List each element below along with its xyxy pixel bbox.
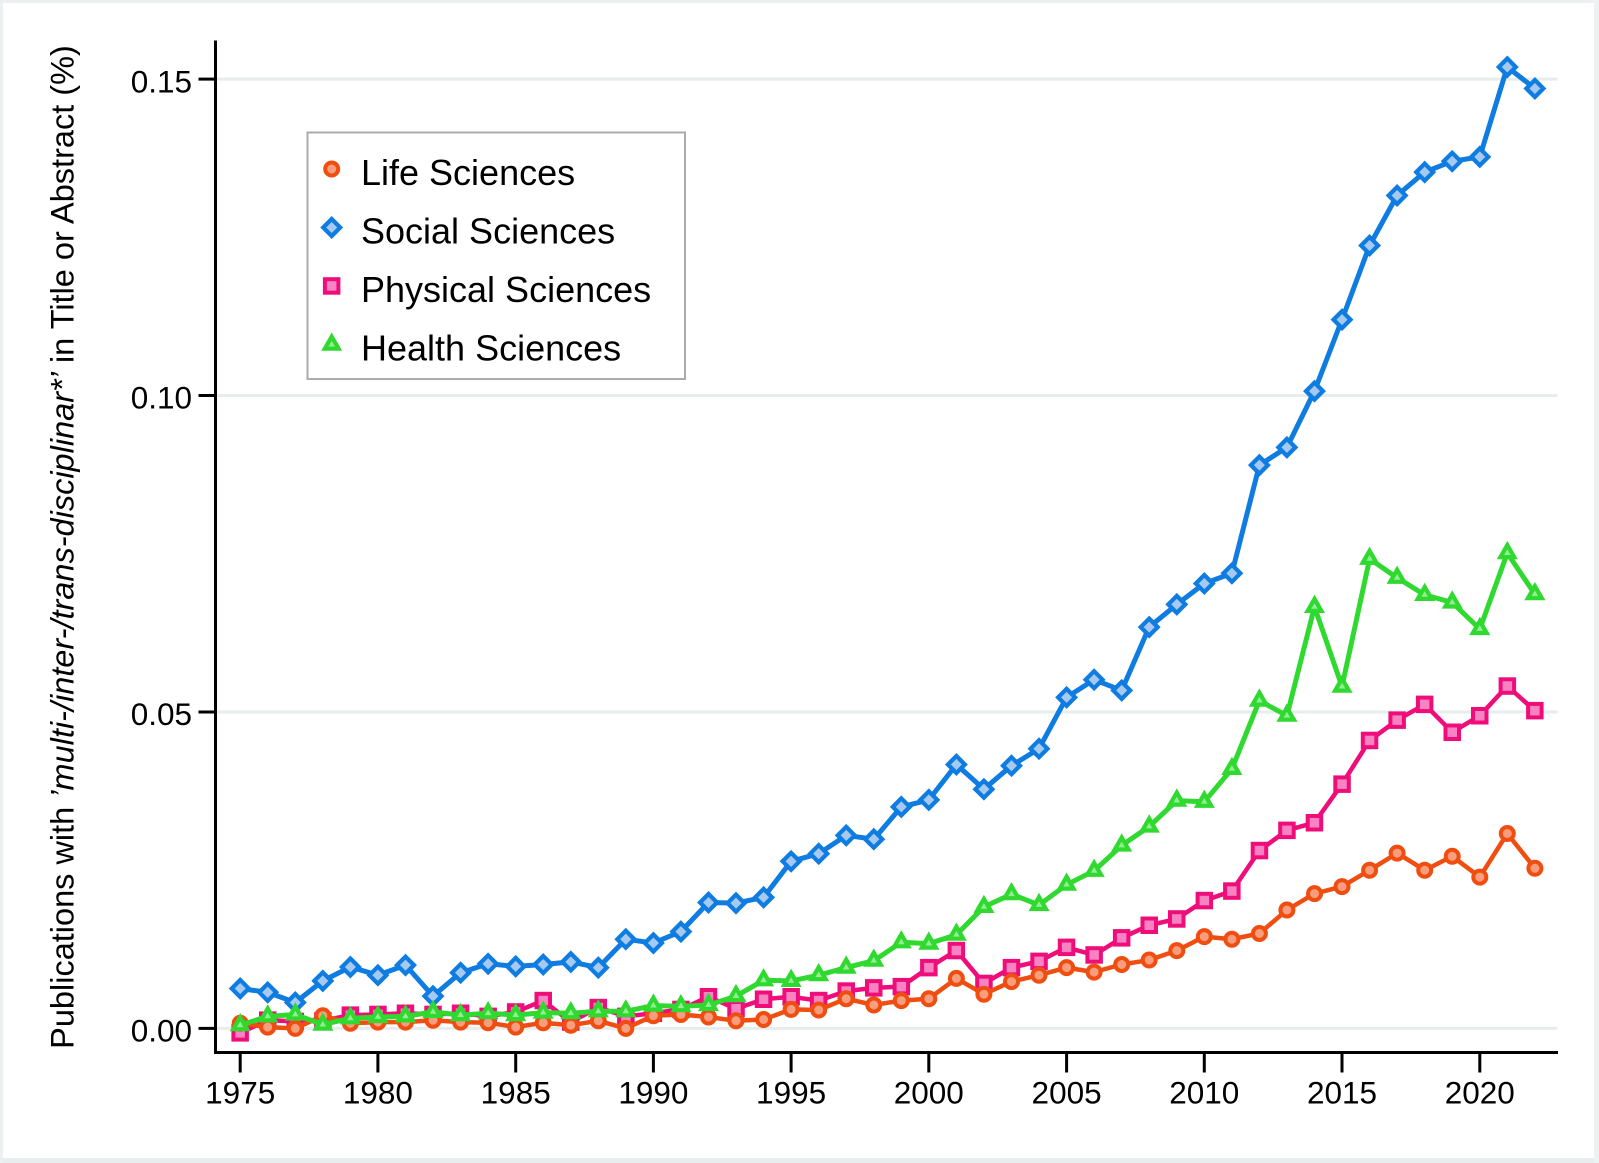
svg-text:Publications with ’multi-/inte: Publications with ’multi-/inter-/trans-d… [45,45,81,1049]
svg-text:2005: 2005 [1032,1075,1102,1111]
svg-text:2020: 2020 [1445,1075,1515,1111]
svg-text:0.10: 0.10 [131,380,192,416]
svg-text:0.05: 0.05 [131,696,192,732]
svg-text:0.00: 0.00 [131,1013,192,1049]
svg-text:Social Sciences: Social Sciences [361,211,615,252]
svg-text:Physical Sciences: Physical Sciences [361,269,651,310]
svg-text:2015: 2015 [1307,1075,1377,1111]
svg-text:Health Sciences: Health Sciences [361,328,621,369]
svg-text:2000: 2000 [894,1075,964,1111]
svg-text:2010: 2010 [1169,1075,1239,1111]
svg-text:1990: 1990 [618,1075,688,1111]
svg-text:0.15: 0.15 [131,63,192,99]
svg-text:Life Sciences: Life Sciences [361,152,575,193]
svg-text:1995: 1995 [756,1075,826,1111]
svg-text:1980: 1980 [343,1075,413,1111]
svg-text:1975: 1975 [205,1075,275,1111]
svg-text:1985: 1985 [481,1075,551,1111]
